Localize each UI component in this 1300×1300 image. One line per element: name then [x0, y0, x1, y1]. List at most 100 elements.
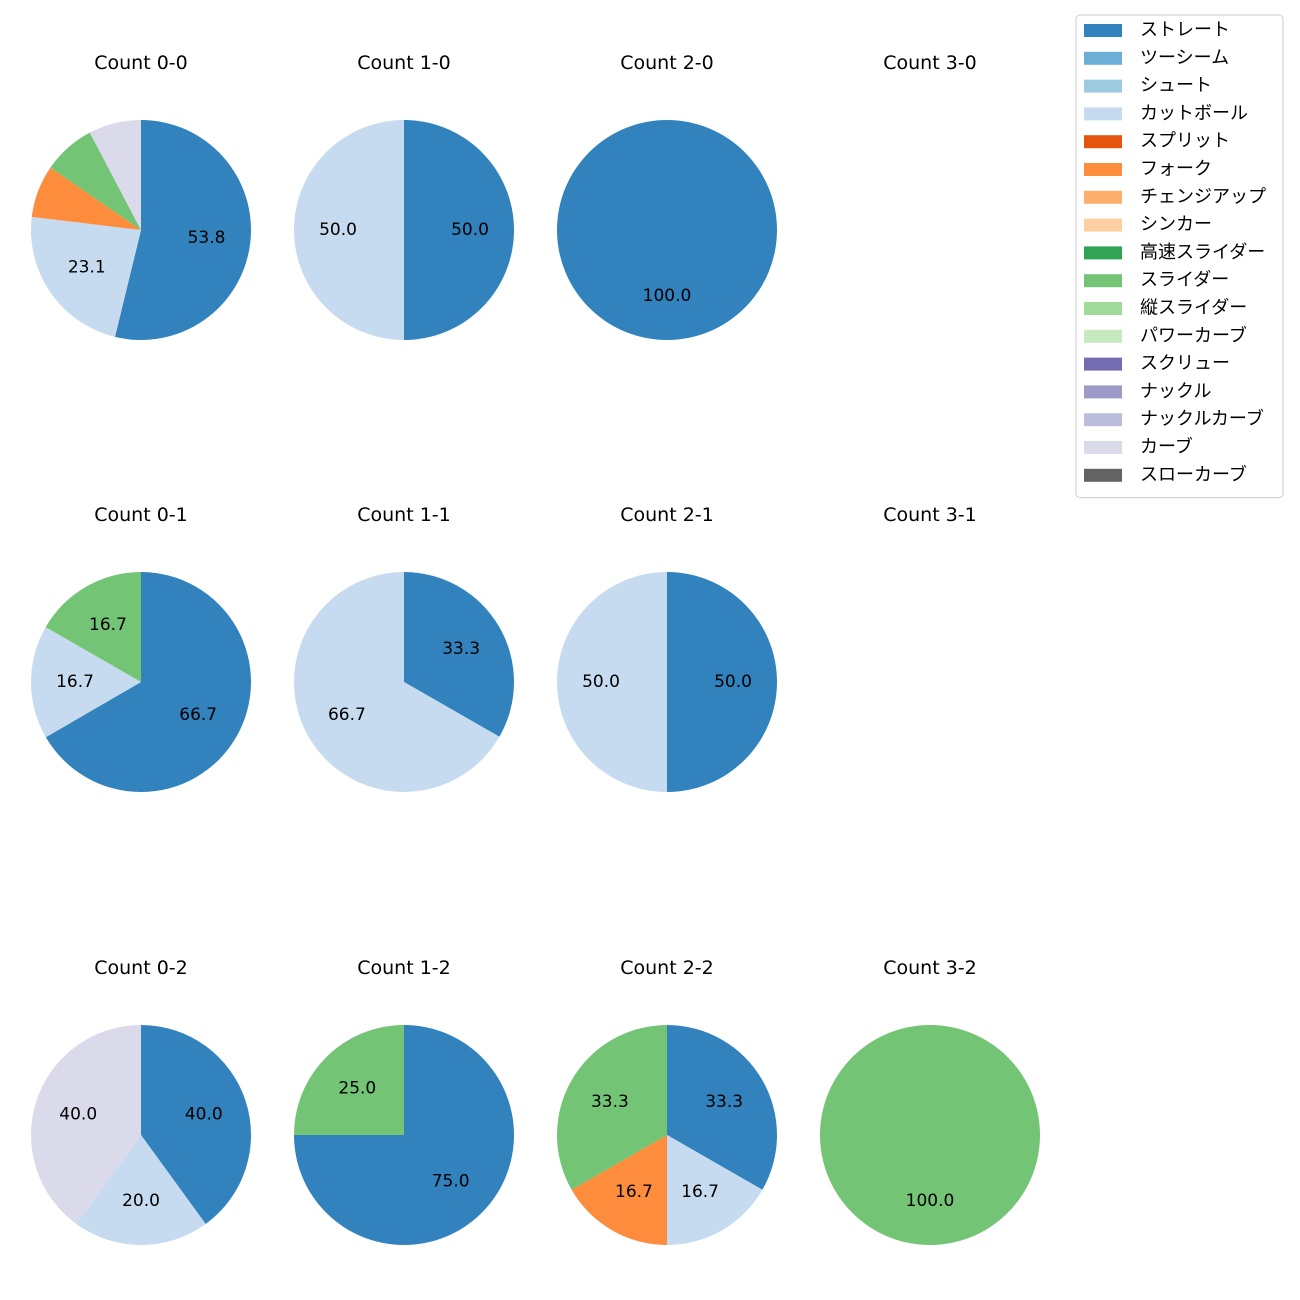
legend-swatch [1084, 163, 1122, 176]
pie-slice-スライダー [556, 1025, 667, 1190]
legend-label: スクリュー [1140, 353, 1230, 374]
legend-item: スローカーブ [1084, 463, 1247, 485]
pie-slice-label: 23.1 [68, 258, 106, 278]
legend-label: シンカー [1140, 214, 1212, 235]
legend-item: シュート [1084, 75, 1212, 96]
pie-slice-カットボール [667, 1135, 763, 1245]
pie-title: Count 1-2 [357, 957, 451, 979]
pie-slice-ストレート [45, 572, 251, 792]
pie-slice-カットボール [30, 627, 141, 738]
pie-slice-label: 50.0 [582, 672, 620, 692]
pie-slice-label: 16.7 [89, 615, 127, 635]
legend-label: 縦スライダー [1140, 298, 1247, 319]
legend-label: スライダー [1140, 270, 1229, 291]
pie-slice-ストレート [114, 120, 251, 341]
legend-label: カーブ [1140, 436, 1193, 458]
pie-4: Count 3-0 [883, 52, 977, 74]
pie-6: Count 1-1 33.3 66.7 [293, 504, 514, 792]
pie-slice-label: 50.0 [714, 672, 752, 692]
legend-swatch [1084, 468, 1122, 482]
pie-slice-label: 50.0 [319, 220, 357, 240]
legend-swatch [1084, 302, 1122, 315]
pie-slice-カットボール [557, 572, 667, 792]
pie-slice-label: 20.0 [122, 1191, 160, 1211]
legend-swatch [1084, 246, 1122, 260]
legend-swatch [1084, 274, 1122, 288]
pie-title: Count 0-2 [94, 957, 188, 979]
pie-1: Count 0-0 53.8 23.1 [31, 52, 251, 341]
pie-title: Count 3-2 [883, 957, 977, 979]
legend-item: ストレート [1084, 20, 1230, 41]
pie-title: Count 3-0 [883, 52, 977, 74]
pie-slice-label: 16.7 [615, 1182, 653, 1202]
pie-title: Count 2-0 [620, 52, 714, 74]
pie-slice-スライダー [45, 572, 141, 682]
pie-slice-スライダー [50, 132, 141, 230]
legend-label: パワーカーブ [1140, 324, 1247, 346]
legend-label: ナックル [1140, 381, 1211, 402]
pie-9: Count 0-2 40.0 20.0 40.0 [31, 957, 251, 1245]
pie-slice-ストレート [667, 1025, 777, 1190]
pie-slice-ストレート [404, 120, 514, 340]
pie-slice-フォーク [31, 167, 141, 230]
pie-5: Count 0-1 66.7 16.7 16.7 [30, 504, 251, 792]
pie-slice-カーブ [89, 119, 141, 230]
pie-slice-label: 53.8 [188, 228, 226, 248]
pie-title: Count 1-0 [357, 52, 451, 74]
pie-title: Count 2-1 [620, 504, 714, 526]
pie-slice-カットボール [76, 1135, 206, 1245]
pie-title: Count 1-1 [357, 504, 451, 526]
pie-7: Count 2-1 50.0 50.0 [557, 504, 777, 792]
legend-label: カットボール [1140, 103, 1248, 124]
pie-slice-label: 100.0 [643, 286, 692, 306]
legend-swatch [1084, 135, 1122, 149]
pie-8: Count 3-1 [883, 504, 977, 526]
pie-slice-label: 40.0 [59, 1105, 97, 1125]
legend-label: スプリット [1140, 131, 1230, 152]
pie-12: Count 3-2 100.0 [820, 957, 1040, 1245]
legend-swatch [1084, 107, 1122, 121]
legend-label: シュート [1140, 75, 1212, 96]
pie-slice-label: 16.7 [56, 672, 94, 692]
legend-frame [1075, 14, 1284, 499]
pie-slice-label: 66.7 [328, 705, 366, 725]
legend-item: スライダー [1084, 270, 1229, 291]
legend-swatch [1084, 51, 1122, 65]
pie-title: Count 2-2 [620, 957, 714, 979]
pie-slice-ストレート [404, 572, 514, 737]
legend-label: チェンジアップ [1140, 186, 1266, 207]
pie-slice-ストレート [557, 120, 777, 340]
pie-11: Count 2-2 33.3 16.7 16.7 33.3 [556, 957, 777, 1245]
legend-swatch [1084, 218, 1122, 232]
pie-slice-label: 66.7 [179, 705, 217, 725]
pie-slice-label: 50.0 [451, 220, 489, 240]
legend-label: ツーシーム [1140, 47, 1229, 68]
pie-slice-label: 33.3 [591, 1092, 629, 1112]
pie-10: Count 1-2 75.0 25.0 [294, 957, 514, 1245]
pie-slice-カットボール [294, 120, 404, 340]
pie-3: Count 2-0 100.0 [557, 52, 777, 340]
legend-item: スプリット [1084, 131, 1230, 152]
legend-label: 高速スライダー [1140, 242, 1265, 263]
legend-item: ナックル [1084, 381, 1211, 402]
pie-slice-カットボール [293, 572, 500, 792]
legend-swatch [1084, 357, 1122, 371]
legend-item: フォーク [1084, 159, 1212, 180]
legend-item: スクリュー [1084, 353, 1230, 374]
legend-swatch [1084, 79, 1122, 93]
pie-slice-label: 33.3 [442, 639, 480, 659]
pie-title: Count 0-1 [94, 504, 188, 526]
legend-item: カーブ [1084, 436, 1193, 458]
legend-swatch [1084, 329, 1122, 343]
legend-label: ナックルカーブ [1140, 408, 1264, 430]
legend-swatch [1084, 385, 1122, 399]
pie-slice-スライダー [820, 1025, 1040, 1245]
legend-item: シンカー [1084, 214, 1212, 235]
pie-title: Count 3-1 [883, 504, 977, 526]
legend-swatch [1084, 190, 1122, 204]
legend-item: 縦スライダー [1084, 298, 1247, 319]
pie-title: Count 0-0 [94, 52, 188, 74]
legend-item: ナックルカーブ [1084, 408, 1264, 430]
